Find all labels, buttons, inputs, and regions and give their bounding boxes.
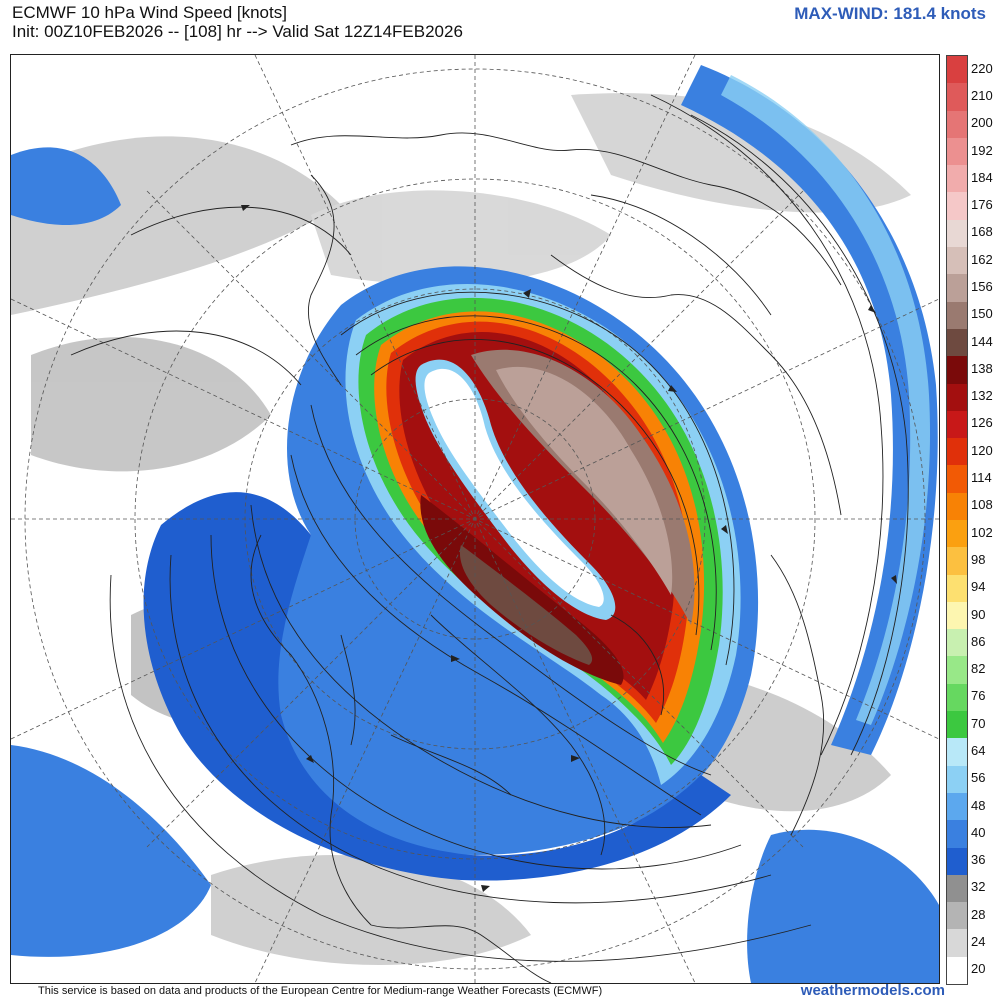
colorbar-swatch bbox=[947, 711, 967, 739]
colorbar-label: 86 bbox=[971, 633, 986, 649]
colorbar-swatch bbox=[947, 301, 967, 330]
colorbar-swatch bbox=[947, 656, 967, 685]
colorbar-swatch bbox=[947, 274, 967, 303]
colorbar-label: 132 bbox=[971, 388, 993, 404]
colorbar-label: 138 bbox=[971, 360, 993, 376]
colorbar-swatch bbox=[947, 137, 967, 166]
colorbar-label: 20 bbox=[971, 961, 986, 977]
colorbar-label: 24 bbox=[971, 934, 986, 950]
site-credit: weathermodels.com bbox=[800, 982, 945, 999]
colorbar-swatch bbox=[947, 520, 967, 548]
ecmwf-attribution: This service is based on data and produc… bbox=[38, 985, 603, 997]
colorbar-swatch bbox=[947, 465, 967, 494]
colorbar-swatch bbox=[947, 929, 967, 958]
colorbar-swatch bbox=[947, 847, 967, 876]
colorbar-swatch bbox=[947, 902, 967, 930]
colorbar-swatch bbox=[947, 765, 967, 794]
colorbar-swatch bbox=[947, 165, 967, 193]
colorbar-label: 64 bbox=[971, 743, 986, 758]
colorbar-swatch bbox=[947, 547, 967, 576]
colorbar-swatch bbox=[947, 492, 967, 521]
colorbar-swatch bbox=[947, 356, 967, 385]
colorbar-swatch bbox=[947, 601, 967, 630]
colorbar-swatch bbox=[947, 820, 967, 849]
colorbar-label: 220 bbox=[971, 60, 993, 76]
colorbar-label: 32 bbox=[971, 879, 986, 895]
colorbar-label: 82 bbox=[971, 661, 986, 677]
init-valid-time: Init: 00Z10FEB2026 -- [108] hr --> Valid… bbox=[12, 22, 463, 41]
colorbar-swatch bbox=[947, 738, 967, 767]
colorbar-label: 98 bbox=[971, 551, 986, 567]
colorbar-swatch bbox=[947, 110, 967, 139]
colorbar-label: 156 bbox=[971, 279, 993, 294]
colorbar-swatch bbox=[947, 874, 967, 903]
colorbar-label: 200 bbox=[971, 115, 993, 131]
colorbar-label: 150 bbox=[971, 306, 993, 322]
colorbar-label: 144 bbox=[971, 333, 993, 349]
colorbar-swatch bbox=[947, 383, 967, 412]
wind-speed-colorbar bbox=[946, 55, 968, 985]
colorbar-swatch bbox=[947, 192, 967, 221]
outer-jet-blue bbox=[11, 65, 939, 983]
coastlines bbox=[250, 132, 842, 983]
max-wind-readout: MAX-WIND: 181.4 knots bbox=[794, 4, 986, 23]
colorbar-label: 70 bbox=[971, 715, 986, 731]
colorbar-label: 102 bbox=[971, 524, 993, 540]
colorbar-label: 168 bbox=[971, 224, 993, 240]
colorbar-label: 120 bbox=[971, 442, 993, 458]
polar-jet-band bbox=[143, 266, 759, 881]
colorbar-label: 28 bbox=[971, 906, 986, 922]
colorbar-swatch bbox=[947, 574, 967, 603]
colorbar-swatch bbox=[947, 328, 967, 357]
colorbar-swatch bbox=[947, 438, 967, 466]
colorbar-label: 36 bbox=[971, 852, 986, 868]
colorbar-label: 90 bbox=[971, 606, 986, 622]
colorbar-swatch bbox=[947, 629, 967, 657]
longitude-lines bbox=[11, 55, 939, 983]
wind-speed-map bbox=[10, 54, 940, 984]
colorbar-label: 210 bbox=[971, 87, 993, 103]
colorbar-label: 108 bbox=[971, 497, 993, 513]
colorbar-label: 184 bbox=[971, 169, 993, 185]
colorbar-label: 94 bbox=[971, 579, 986, 595]
map-title: ECMWF 10 hPa Wind Speed [knots] bbox=[12, 3, 287, 22]
colorbar-label: 176 bbox=[971, 197, 993, 213]
colorbar-label: 162 bbox=[971, 251, 993, 267]
colorbar-swatch bbox=[947, 56, 967, 84]
colorbar-label: 192 bbox=[971, 142, 993, 158]
colorbar-label: 40 bbox=[971, 824, 986, 840]
colorbar-swatch bbox=[947, 683, 967, 712]
streamlines bbox=[70, 94, 909, 962]
colorbar-label: 56 bbox=[971, 770, 986, 786]
colorbar-swatch bbox=[947, 247, 967, 275]
colorbar-swatch bbox=[947, 792, 967, 821]
colorbar-swatch bbox=[947, 956, 967, 985]
colorbar-swatch bbox=[947, 410, 967, 439]
colorbar-label: 76 bbox=[971, 688, 986, 704]
colorbar-label: 48 bbox=[971, 797, 986, 813]
streamline-arrows bbox=[241, 205, 897, 892]
colorbar-label: 126 bbox=[971, 415, 993, 431]
colorbar-label: 114 bbox=[971, 470, 992, 486]
colorbar-swatch bbox=[947, 83, 967, 112]
colorbar-swatch bbox=[947, 219, 967, 248]
